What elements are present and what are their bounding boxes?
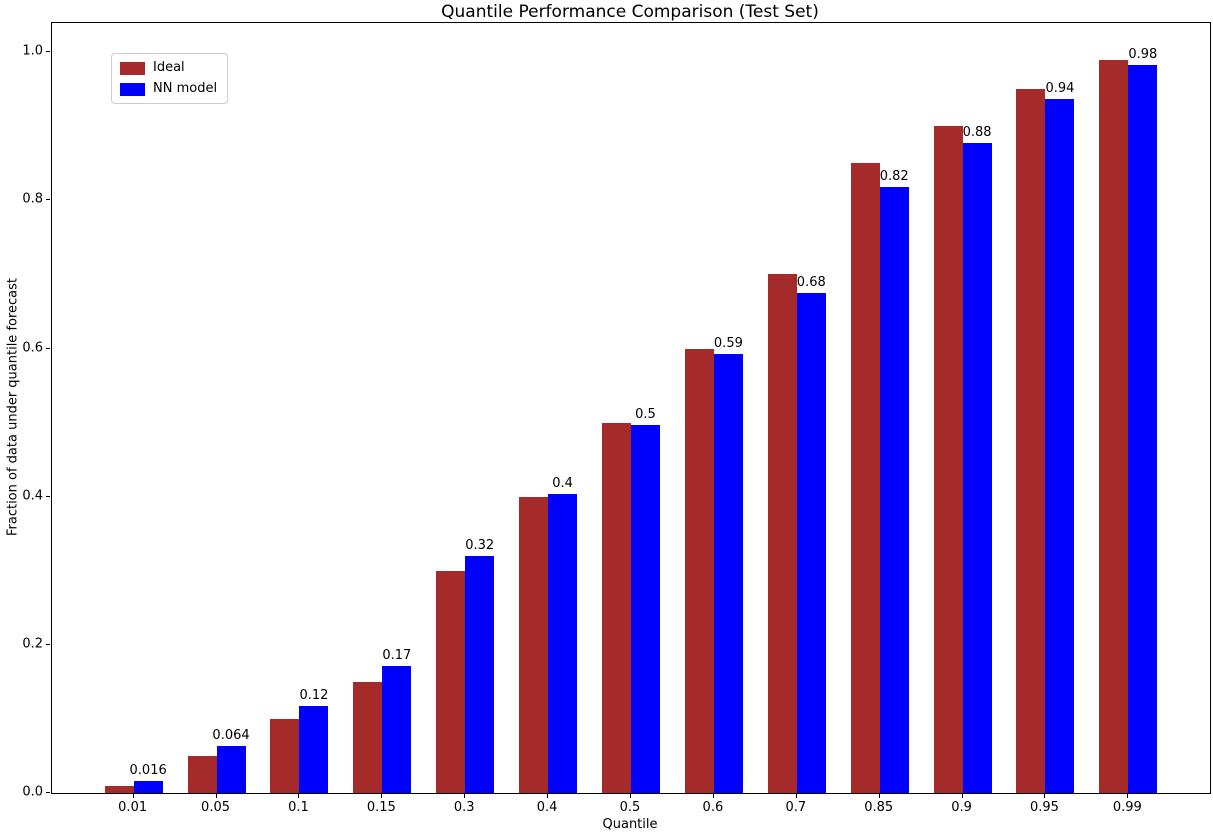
bar-nn-model-0.7: [796, 293, 826, 793]
bar-value-label: 0.59: [713, 336, 743, 352]
bar-value-label: 0.94: [1045, 80, 1075, 96]
y-tick-label: 0.8: [22, 191, 43, 207]
x-tick-label: 0.5: [619, 800, 641, 815]
bar-value-label: 0.5: [635, 406, 656, 422]
bar-value-label: 0.98: [1128, 46, 1158, 62]
x-tick-label: 0.6: [702, 800, 724, 815]
x-tick: [630, 794, 631, 798]
x-tick: [381, 794, 383, 798]
y-tick-label: 0.2: [22, 636, 43, 652]
bar-value-label: 0.4: [552, 476, 573, 492]
legend-label: NN model: [153, 81, 218, 96]
x-tick-label: 0.7: [785, 800, 807, 815]
y-tick-label: 0.4: [22, 488, 43, 504]
x-tick-label: 0.1: [288, 800, 309, 815]
bar-ideal-0.85: [850, 163, 880, 793]
bar-ideal-0.3: [436, 570, 466, 793]
bar-value-label: 0.064: [212, 727, 250, 743]
bar-nn-model-0.1: [299, 706, 329, 793]
bar-nn-model-0.01: [133, 781, 163, 793]
bar-ideal-0.6: [684, 348, 714, 793]
bar-value-label: 0.17: [382, 648, 412, 664]
x-axis-label: Quantile: [602, 817, 658, 832]
legend: Ideal NN model: [111, 53, 229, 104]
bar-nn-model-0.6: [713, 354, 743, 793]
x-tick-label: 0.15: [366, 800, 396, 815]
y-tick-label: 0.0: [22, 784, 43, 800]
bar-nn-model-0.9: [962, 142, 992, 793]
bar-value-label: 0.88: [962, 124, 992, 140]
x-tick: [298, 794, 300, 798]
bar-ideal-0.5: [601, 422, 631, 793]
bar-nn-model-0.15: [382, 666, 412, 793]
x-tick-label: 0.01: [118, 800, 148, 815]
bar-value-label: 0.12: [299, 688, 329, 704]
x-tick: [878, 794, 880, 798]
legend-item-ideal: Ideal: [120, 61, 217, 75]
bar-ideal-0.9: [933, 126, 963, 793]
bar-nn-model-0.3: [465, 555, 495, 793]
x-tick: [795, 794, 797, 798]
bar-value-label: 0.68: [796, 275, 826, 290]
bar-nn-model-0.95: [1045, 98, 1075, 793]
x-tick: [547, 794, 549, 798]
y-tick-label: 1.0: [22, 43, 43, 59]
bar-ideal-0.1: [270, 718, 300, 793]
legend-swatch-icon: [120, 82, 145, 96]
bar-ideal-0.95: [1016, 89, 1046, 793]
bar-nn-model-0.85: [879, 187, 909, 793]
y-tick: [46, 199, 50, 201]
bar-nn-model-0.99: [1128, 64, 1158, 793]
legend-label: Ideal: [153, 60, 185, 75]
y-tick: [46, 643, 50, 645]
chart-title: Quantile Performance Comparison (Test Se…: [441, 2, 819, 22]
bar-ideal-0.7: [767, 274, 797, 793]
x-tick-label: 0.95: [1029, 800, 1059, 815]
x-tick: [712, 794, 714, 798]
plot-area: Ideal NN model 0.016 0.064 0.12 0.17 0.32 0.4 0…: [51, 22, 1211, 794]
y-tick: [46, 347, 50, 349]
x-tick: [215, 794, 217, 798]
x-tick: [464, 794, 466, 798]
x-tick-label: 0.99: [1112, 800, 1142, 815]
x-tick: [961, 794, 963, 798]
x-tick-label: 0.9: [951, 800, 972, 815]
x-tick-label: 0.4: [536, 800, 558, 815]
y-tick-label: 0.6: [22, 340, 43, 356]
bar-nn-model-0.5: [631, 424, 660, 793]
bar-value-label: 0.32: [465, 537, 495, 553]
bar-value-label: 0.82: [879, 169, 909, 185]
x-tick: [1127, 794, 1129, 798]
bar-ideal-0.15: [353, 681, 383, 793]
bar-ideal-0.4: [519, 496, 549, 793]
bar-nn-model-0.05: [216, 745, 246, 793]
x-tick-label: 0.3: [453, 800, 475, 815]
y-tick: [46, 792, 50, 793]
legend-swatch-icon: [120, 61, 145, 75]
bar-value-label: 0.016: [129, 763, 167, 779]
bar-nn-model-0.4: [548, 494, 578, 793]
bar-ideal-0.01: [104, 785, 134, 793]
bar-ideal-0.05: [187, 755, 217, 793]
legend-item-nn-model: NN model: [120, 82, 217, 96]
x-tick-label: 0.85: [864, 800, 894, 815]
x-tick: [132, 794, 134, 798]
y-tick: [46, 495, 50, 497]
x-tick: [1044, 794, 1046, 798]
x-tick-label: 0.05: [201, 800, 231, 815]
y-tick: [46, 51, 50, 53]
bar-ideal-0.99: [1099, 59, 1129, 793]
